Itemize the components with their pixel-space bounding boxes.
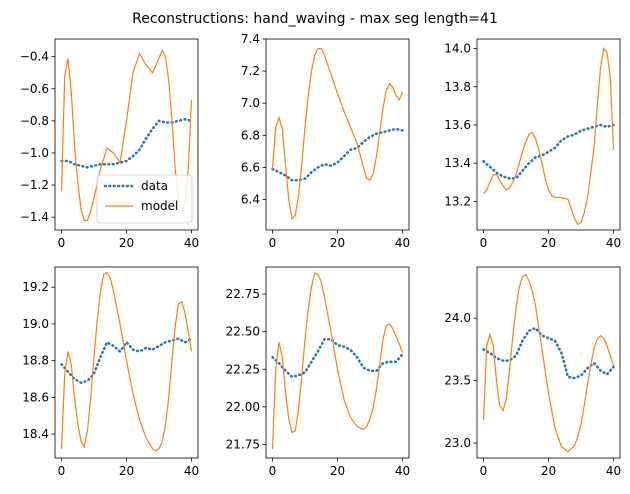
y-tick-label: −0.8 (20, 114, 49, 128)
legend-box (96, 174, 193, 224)
x-tick-label: 0 (269, 236, 277, 250)
subplot-2: 0 20 40 6.4 6.6 6.8 7.0 7.2 7.4 (241, 32, 410, 250)
y-tick-label: −1.0 (20, 146, 49, 160)
y-tick-label: 18.6 (22, 390, 49, 404)
y-tick-label: −0.4 (20, 50, 49, 64)
series-model-line (482, 273, 615, 453)
y-tick-label: 6.8 (241, 128, 260, 142)
series-data-line (271, 127, 404, 182)
figure-title: Reconstructions: hand_waving - max seg l… (132, 11, 498, 27)
y-tick-label: 13.4 (444, 156, 471, 170)
y-tick-label: 24.0 (444, 311, 471, 325)
series-data-line (482, 326, 615, 380)
subplot-1: 0 20 40 −1.4 −1.2 −1.0 −0.8 −0.6 −0.4 data model (20, 38, 199, 250)
y-tick-label: −0.6 (20, 82, 49, 96)
y-tick-label: 7.4 (241, 32, 260, 46)
x-tick-label: 40 (606, 464, 621, 478)
x-tick-label: 20 (330, 236, 345, 250)
y-tick-label: 18.4 (22, 427, 49, 441)
y-tick-label: 13.6 (444, 118, 471, 132)
y-tick-label: 23.5 (444, 374, 471, 388)
y-tick-label: 22.75 (226, 287, 260, 301)
y-tick-label: 22.00 (226, 400, 260, 414)
y-tick-label: 13.8 (444, 80, 471, 94)
series-model-line (271, 272, 404, 450)
y-tick-label: 6.4 (241, 193, 260, 207)
x-tick-label: 40 (395, 464, 410, 478)
x-tick-label: 0 (58, 464, 66, 478)
series-data-line (60, 337, 193, 385)
y-tick-label: 19.0 (22, 317, 49, 331)
x-tick-label: 0 (269, 464, 277, 478)
x-tick-label: 20 (330, 464, 345, 478)
legend-label-data: data (141, 179, 168, 193)
series-data-line (60, 117, 193, 169)
y-tick-label: 7.2 (241, 64, 260, 78)
subplot-5: 0 20 40 21.75 22.00 22.25 22.50 22.75 (226, 266, 410, 478)
x-tick-label: 0 (480, 236, 488, 250)
legend-label-model: model (141, 199, 178, 213)
series-model-line (483, 47, 615, 226)
series-model-line (271, 48, 404, 220)
y-tick-label: 21.75 (226, 437, 260, 451)
y-tick-label: 7.0 (241, 96, 260, 110)
series-model-line (60, 271, 193, 452)
series-model-line (60, 48, 193, 221)
y-tick-label: −1.4 (20, 210, 49, 224)
y-tick-label: 19.2 (22, 280, 49, 294)
series-data-line (482, 123, 615, 180)
subplot-3: 0 20 40 13.2 13.4 13.6 13.8 14.0 (444, 38, 621, 250)
x-tick-label: 40 (606, 236, 621, 250)
x-tick-label: 20 (119, 464, 134, 478)
legend: data model (96, 174, 193, 224)
y-tick-label: 14.0 (444, 42, 471, 56)
x-tick-label: 0 (58, 236, 66, 250)
y-tick-label: −1.2 (20, 178, 49, 192)
x-tick-label: 0 (480, 464, 488, 478)
subplot-4: 0 20 40 18.4 18.6 18.8 19.0 19.2 (22, 266, 199, 478)
y-tick-label: 6.6 (241, 160, 260, 174)
subplot-6: 0 20 40 23.0 23.5 24.0 (444, 266, 621, 478)
x-tick-label: 20 (119, 236, 134, 250)
x-tick-label: 20 (541, 236, 556, 250)
y-tick-label: 18.8 (22, 354, 49, 368)
x-tick-label: 40 (395, 236, 410, 250)
series-data-line (271, 337, 404, 379)
y-tick-label: 22.50 (226, 325, 260, 339)
y-tick-label: 22.25 (226, 362, 260, 376)
x-tick-label: 40 (184, 236, 199, 250)
y-tick-label: 13.2 (444, 194, 471, 208)
y-tick-label: 23.0 (444, 436, 471, 450)
x-tick-label: 40 (184, 464, 199, 478)
x-tick-label: 20 (541, 464, 556, 478)
